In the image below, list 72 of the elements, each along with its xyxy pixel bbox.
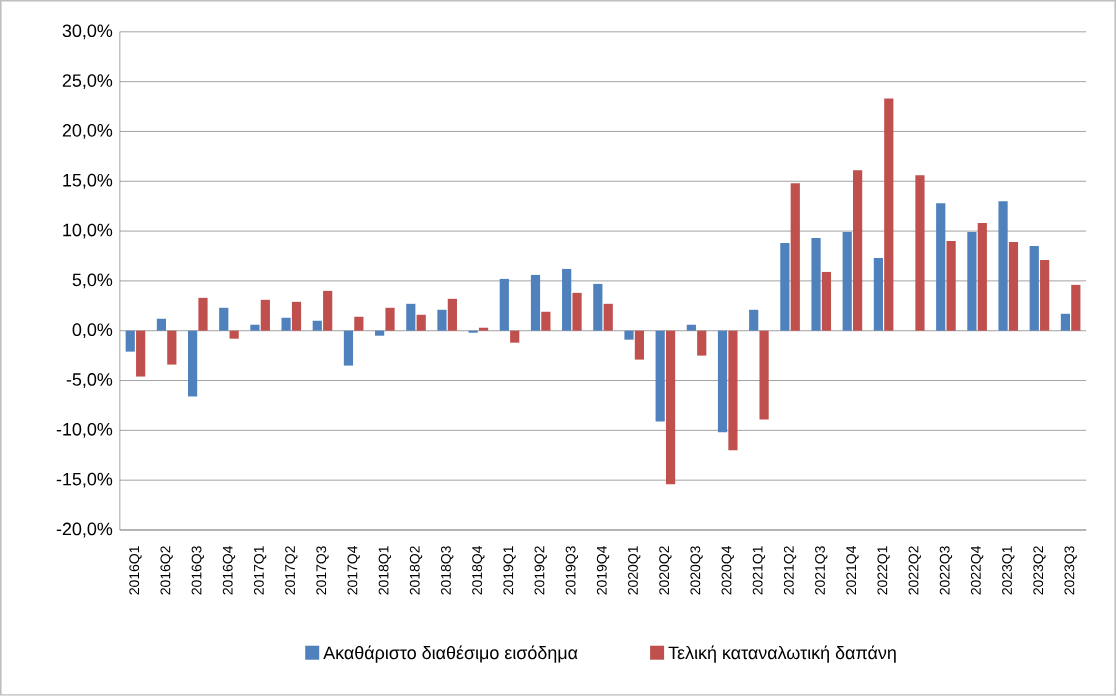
y-tick-label: -20,0% (56, 522, 113, 538)
bar (416, 314, 426, 331)
bar (156, 318, 167, 331)
bar (260, 299, 270, 331)
y-tick-label: -5,0% (66, 373, 113, 388)
bar (1029, 246, 1039, 331)
bar (198, 297, 208, 331)
bar (291, 301, 302, 331)
bar (977, 223, 987, 331)
bar (572, 292, 582, 331)
bar (447, 298, 457, 331)
legend-label: Τελική καταναλωτική δαπάνη (668, 645, 896, 663)
bar (281, 317, 291, 331)
bar (1071, 284, 1081, 331)
bar (312, 320, 322, 331)
bar (229, 330, 239, 339)
bar (125, 330, 135, 352)
bar (790, 183, 800, 331)
bar (375, 330, 385, 336)
bar (728, 330, 738, 451)
bar (665, 330, 676, 485)
y-tick-label: 30,0% (62, 24, 113, 40)
bar (219, 307, 229, 331)
bar (354, 316, 364, 331)
bar (343, 330, 354, 366)
bar (603, 303, 613, 331)
bar (136, 330, 146, 377)
bar (946, 241, 956, 331)
y-tick-label: 10,0% (63, 223, 113, 239)
bar (624, 330, 634, 340)
bar (385, 307, 395, 331)
bar (853, 170, 863, 331)
bar (406, 303, 416, 331)
bar (717, 330, 728, 433)
y-tick-label: -15,0% (56, 472, 113, 488)
bar (437, 309, 447, 331)
bar (759, 330, 769, 420)
bar (1060, 313, 1071, 331)
bar (842, 232, 852, 331)
bar (499, 278, 509, 331)
bar (936, 203, 946, 331)
bar (811, 238, 821, 331)
y-tick-label: 25,0% (62, 74, 113, 90)
bar (167, 330, 177, 365)
bar (250, 324, 260, 331)
bar (530, 274, 541, 331)
bar (915, 175, 925, 331)
bar (821, 271, 832, 331)
bar (562, 269, 572, 331)
bar (967, 232, 977, 331)
bar (998, 201, 1008, 331)
bar (655, 330, 665, 422)
bar (510, 330, 520, 343)
bar (593, 283, 603, 331)
bar (884, 98, 894, 331)
bar (323, 290, 333, 331)
bar (686, 324, 696, 331)
y-tick-label: 15,0% (63, 173, 113, 189)
legend-label: Ακαθάριστο διαθέσιμο εισόδημα (323, 645, 578, 663)
bar (541, 311, 551, 331)
bar (1040, 260, 1050, 331)
y-tick-label: 20,0% (62, 124, 113, 139)
bar (780, 243, 790, 331)
y-tick-label: 0,0% (72, 323, 113, 339)
bar (873, 258, 883, 331)
bar (697, 330, 707, 356)
bar (749, 309, 759, 331)
bar (1008, 242, 1019, 331)
bar (634, 330, 645, 360)
y-tick-label: 5,0% (72, 273, 113, 289)
bar (187, 330, 198, 397)
y-tick-label: -10,0% (56, 422, 113, 438)
